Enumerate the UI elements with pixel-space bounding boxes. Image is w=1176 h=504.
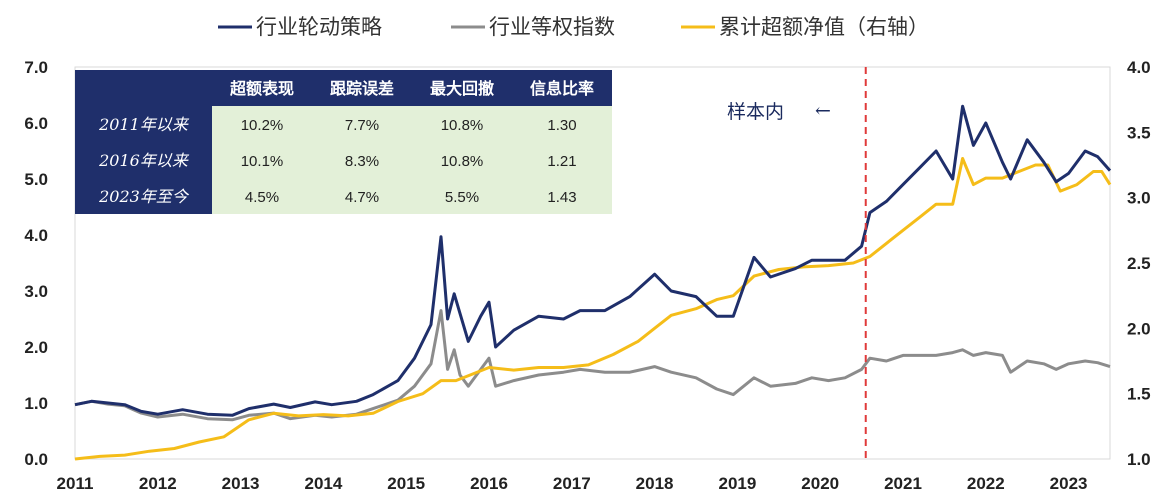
- plot-area: [74, 66, 1111, 460]
- y-right-tick-label: 4.0: [1127, 58, 1151, 77]
- table-row-label: 2016年以来: [98, 151, 190, 170]
- x-tick-label: 2017: [553, 474, 591, 493]
- table-cell: 4.5%: [245, 189, 279, 206]
- table-column-header: 信息比率: [530, 79, 594, 98]
- table-column-header: 跟踪误差: [330, 79, 394, 98]
- series-line-2: [74, 157, 1112, 461]
- y-left-tick-label: 6.0: [24, 114, 48, 133]
- table-header-bg: [75, 70, 612, 106]
- x-tick-label: 2022: [967, 474, 1005, 493]
- x-tick-label: 2023: [1050, 474, 1088, 493]
- x-tick-label: 2013: [222, 474, 260, 493]
- table-column-header: 最大回撤: [430, 79, 494, 98]
- table-cell: 10.1%: [241, 153, 284, 170]
- table-row-cells-bg: [212, 178, 612, 214]
- stats-table: 超额表现 跟踪误差 最大回撤 信息比率 2011年以来 10.2% 7.7% 10.8% 1.3…: [75, 70, 612, 214]
- y-left-tick-label: 3.0: [24, 282, 48, 301]
- table-row-label-bg: [75, 142, 212, 178]
- x-tick-label: 2012: [139, 474, 177, 493]
- legend-label-excess: 累计超额净值（右轴）: [719, 15, 929, 39]
- series-group: [74, 104, 1112, 461]
- y-axis-left: 0.0 1.0 2.0 3.0 4.0 5.0 6.0 7.0: [24, 58, 48, 469]
- x-tick-label: 2018: [636, 474, 674, 493]
- table-cell: 5.5%: [445, 189, 479, 206]
- x-axis: 2011 2012 2013 2014 2015 2016 2017 2018 2019 2020…: [57, 474, 1088, 493]
- in-sample-label: 样本内: [727, 101, 784, 123]
- x-tick-label: 2014: [304, 474, 342, 493]
- series-line-0: [74, 104, 1112, 417]
- table-column-header: 超额表现: [229, 79, 294, 98]
- series-line-1: [74, 309, 1111, 422]
- table-cell: 4.7%: [345, 189, 379, 206]
- x-tick-label: 2015: [387, 474, 425, 493]
- legend-label-equal-weight: 行业等权指数: [489, 15, 615, 39]
- table-row-cells-bg: [212, 142, 612, 178]
- legend: 行业轮动策略 行业等权指数 累计超额净值（右轴）: [218, 15, 929, 39]
- table-row-cells-bg: [212, 106, 612, 142]
- table-cell: 8.3%: [345, 153, 379, 170]
- y-left-tick-label: 5.0: [24, 170, 48, 189]
- y-right-tick-label: 1.0: [1127, 450, 1151, 469]
- y-axis-right: 1.0 1.5 2.0 2.5 3.0 3.5 4.0: [1127, 58, 1151, 469]
- table-row-label: 2023年至今: [98, 187, 190, 206]
- y-right-tick-label: 3.5: [1127, 123, 1151, 142]
- y-left-tick-label: 4.0: [24, 226, 48, 245]
- table-cell: 10.8%: [441, 117, 484, 134]
- table-cell: 10.8%: [441, 153, 484, 170]
- in-sample-arrow: ←: [815, 100, 831, 122]
- x-tick-label: 2020: [801, 474, 839, 493]
- y-right-tick-label: 1.5: [1127, 385, 1151, 404]
- table-cell: 1.30: [547, 117, 576, 134]
- table-cell: 10.2%: [241, 117, 284, 134]
- x-tick-label: 2021: [884, 474, 922, 493]
- table-row-label-bg: [75, 106, 212, 142]
- table-row-label-bg: [75, 178, 212, 214]
- y-left-tick-label: 1.0: [24, 394, 48, 413]
- y-left-tick-label: 0.0: [24, 450, 48, 469]
- table-row-label: 2011年以来: [98, 115, 190, 134]
- table-cell: 1.21: [547, 153, 576, 170]
- x-tick-label: 2016: [470, 474, 508, 493]
- y-right-tick-label: 2.0: [1127, 319, 1151, 338]
- legend-label-strategy: 行业轮动策略: [256, 15, 382, 39]
- y-right-tick-label: 3.0: [1127, 189, 1151, 208]
- y-left-tick-label: 7.0: [24, 58, 48, 77]
- x-tick-label: 2011: [57, 474, 94, 493]
- table-cell: 1.43: [547, 189, 576, 206]
- table-cell: 7.7%: [345, 117, 379, 134]
- x-tick-label: 2019: [718, 474, 756, 493]
- y-right-tick-label: 2.5: [1127, 254, 1151, 273]
- y-left-tick-label: 2.0: [24, 338, 48, 357]
